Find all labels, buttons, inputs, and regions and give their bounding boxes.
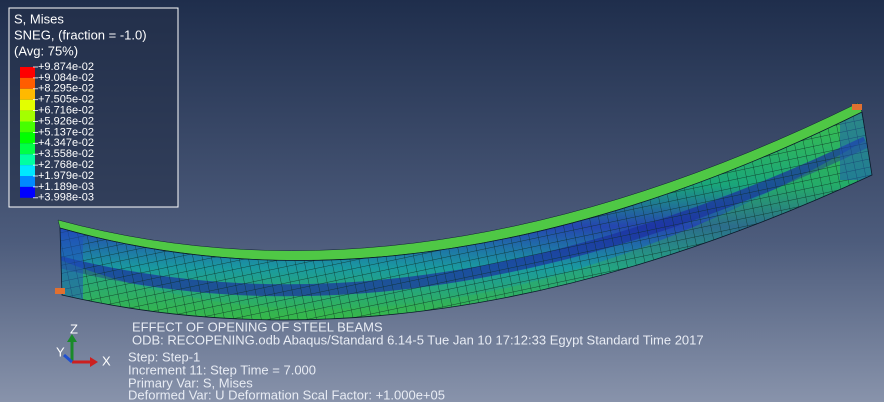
axis-x-label: X [102, 353, 111, 368]
info-odb: ODB: RECOPENING.odb Abaqus/Standard 6.14… [132, 332, 704, 347]
axis-y-label: Y [56, 344, 65, 359]
info-deformed-var: Deformed Var: U Deformation Scal Factor:… [128, 387, 445, 402]
legend-swatch [20, 78, 35, 89]
legend-swatch [20, 122, 35, 133]
legend-title-line: SNEG, (fraction = -1.0) [14, 27, 147, 42]
legend-label: +3.998e-03 [38, 192, 94, 204]
legend-title-line: S, Mises [14, 11, 64, 26]
legend-swatch [20, 176, 35, 187]
legend-swatch [20, 111, 35, 122]
legend-swatch [20, 67, 35, 78]
legend-swatch [20, 187, 35, 198]
legend-swatch [20, 132, 35, 143]
legend-swatch [20, 89, 35, 100]
legend-swatch [20, 154, 35, 165]
legend-swatch [20, 165, 35, 176]
axis-z-label: Z [70, 321, 78, 336]
viewport: S, MisesSNEG, (fraction = -1.0)(Avg: 75%… [0, 0, 884, 402]
legend-swatch [20, 143, 35, 154]
legend-swatch [20, 100, 35, 111]
legend-title-line: (Avg: 75%) [14, 43, 78, 58]
